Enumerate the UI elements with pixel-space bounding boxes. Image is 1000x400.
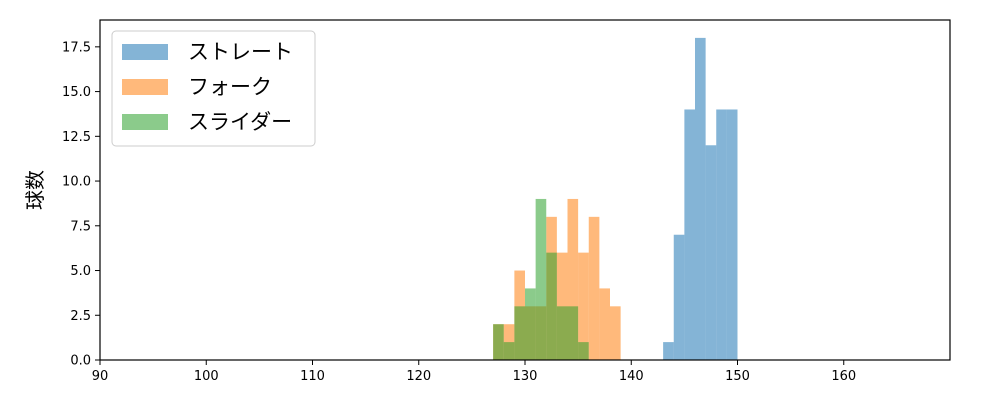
histogram-bar-series-2 [493,324,504,360]
y-tick-label: 0.0 [70,354,91,369]
x-tick-label: 160 [831,369,856,384]
histogram-bar-series-0 [663,342,674,360]
legend-label-2: スライダー [188,110,292,134]
histogram-bar-series-0 [705,145,717,360]
histogram-bar-series-2 [525,288,536,360]
histogram-bar-series-1 [567,198,579,360]
histogram-bar-series-2 [578,342,589,360]
bars-layer [493,37,738,360]
y-tick-label: 7.5 [70,219,91,234]
histogram-bar-series-2 [503,342,515,360]
y-axis: 0.0 2.5 5.0 7.5 10.0 12.5 15.0 17.5 [62,40,100,369]
histogram-bar-series-2 [567,306,579,360]
histogram-bar-series-0 [726,109,738,360]
x-tick-label: 140 [619,369,644,384]
histogram-bar-series-0 [684,109,695,360]
x-tick-label: 130 [513,369,538,384]
histogram-bar-series-0 [695,37,706,360]
legend-label-1: フォーク [188,75,272,99]
y-tick-label: 12.5 [62,130,91,145]
x-tick-label: 120 [406,369,431,384]
x-axis: 90 100 110 120 130 140 150 160 [92,360,856,384]
y-axis-label: 球数 [23,170,47,210]
histogram-bar-series-1 [578,252,589,360]
y-tick-label: 15.0 [62,85,91,100]
y-tick-label: 10.0 [62,175,91,190]
y-tick-label: 5.0 [70,264,91,279]
histogram-bar-series-1 [599,288,610,360]
histogram-bar-series-2 [535,198,547,360]
x-tick-label: 100 [194,369,219,384]
histogram-bar-series-2 [546,252,557,360]
x-tick-label: 90 [92,369,109,384]
legend-swatch-1 [122,79,168,95]
legend-swatch-2 [122,114,168,130]
histogram-bar-series-2 [556,306,568,360]
x-tick-label: 150 [725,369,750,384]
legend-label-0: ストレート [188,40,293,64]
y-tick-label: 17.5 [62,40,91,55]
histogram-bar-series-0 [673,234,685,360]
histogram-bar-series-1 [610,306,621,360]
histogram-bar-series-0 [716,109,727,360]
y-tick-label: 2.5 [70,309,91,324]
x-tick-label: 110 [300,369,325,384]
legend-swatch-0 [122,44,168,60]
histogram-bar-series-1 [588,216,600,360]
histogram-bar-series-2 [514,306,525,360]
